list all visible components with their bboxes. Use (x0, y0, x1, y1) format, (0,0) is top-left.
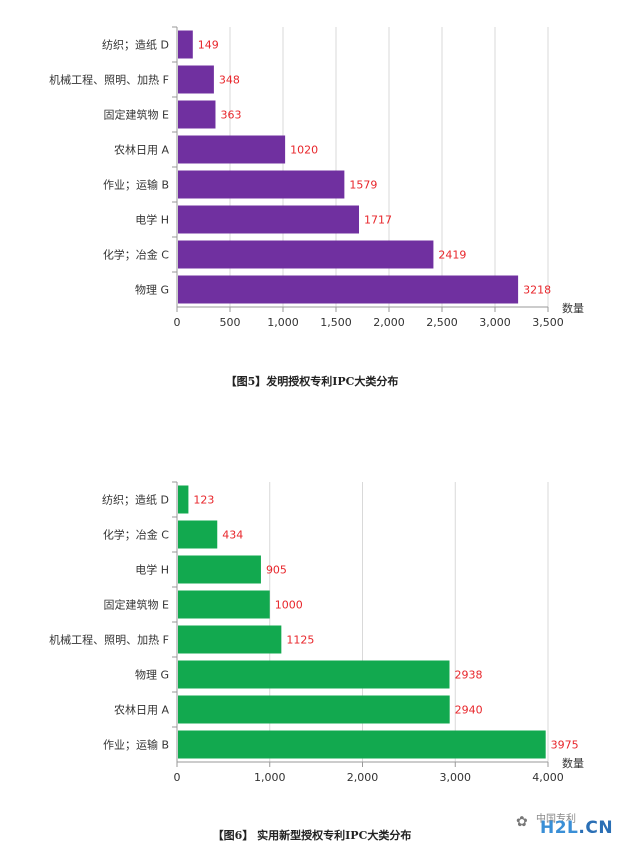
data-label: 3218 (523, 284, 551, 297)
x-axis-title: 数量 (562, 302, 584, 315)
data-label: 2940 (455, 704, 483, 717)
bar (178, 240, 434, 269)
category-label: 电学 H (135, 213, 169, 227)
invention-patent-ipc-chart: 0 500 1,000 1,500 2,000 2,500 3,000 3,500 纺织；造纸 … (49, 26, 584, 329)
data-label: 2938 (454, 669, 482, 682)
bar (178, 65, 214, 94)
chart2-caption: 【图6】 实用新型授权专利IPC大类分布 (212, 829, 412, 842)
data-label: 1000 (275, 599, 303, 612)
data-label: 363 (220, 109, 241, 122)
bar (178, 660, 450, 689)
category-label: 农林日用 A (114, 143, 169, 157)
chart1-caption: 【图5】发明授权专利IPC大类分布 (225, 375, 399, 388)
category-label: 化学；冶金 C (103, 248, 169, 262)
category-label: 固定建筑物 E (104, 598, 169, 612)
x-tick-label: 1,000 (267, 316, 299, 329)
bar (178, 625, 282, 654)
watermark: ✿ 中国专利 H2L.CN (512, 810, 624, 840)
data-label: 123 (193, 494, 214, 507)
category-label: 农林日用 A (114, 703, 169, 717)
bar (178, 695, 450, 724)
x-tick-label: 3,000 (440, 771, 472, 784)
bar (178, 205, 360, 234)
category-label: 固定建筑物 E (104, 108, 169, 122)
data-label: 1717 (364, 214, 392, 227)
category-label: 电学 H (135, 563, 169, 577)
data-label: 1125 (286, 634, 314, 647)
x-tick-label: 4,000 (532, 771, 564, 784)
x-tick-label: 2,000 (347, 771, 379, 784)
x-tick-label: 1,500 (320, 316, 352, 329)
category-label: 物理 G (135, 283, 169, 297)
x-tick-label: 500 (220, 316, 241, 329)
bar (178, 485, 189, 514)
data-label: 434 (222, 529, 243, 542)
watermark-text: 中国专利 (536, 814, 576, 825)
bar (178, 555, 261, 584)
x-tick-label: 2,500 (426, 316, 458, 329)
category-label: 物理 G (135, 668, 169, 682)
category-label: 机械工程、照明、加热 F (49, 633, 169, 647)
x-tick-label: 3,000 (479, 316, 511, 329)
bar (178, 730, 546, 759)
bar (178, 275, 519, 304)
data-label: 2419 (438, 249, 466, 262)
bar (178, 100, 216, 129)
bar (178, 170, 345, 199)
category-label: 化学；冶金 C (103, 528, 169, 542)
category-label: 机械工程、照明、加热 F (49, 73, 169, 87)
bar (178, 520, 218, 549)
bar (178, 135, 286, 164)
data-label: 3975 (551, 739, 579, 752)
category-label: 纺织；造纸 D (102, 493, 169, 507)
data-label: 905 (266, 564, 287, 577)
data-label: 348 (219, 74, 240, 87)
x-tick-label: 3,500 (532, 316, 564, 329)
logo-suffix: .CN (578, 818, 614, 838)
logo-main: H2L (540, 818, 579, 838)
category-label: 纺织；造纸 D (102, 38, 169, 52)
utility-model-ipc-chart: 0 1,000 2,000 3,000 4,000 纺织；造纸 D 123 化学；冶金 C 43… (49, 481, 584, 784)
x-tick-label: 0 (174, 316, 181, 329)
x-tick-label: 2,000 (373, 316, 405, 329)
h2l-logo: H2L.CN (540, 818, 613, 838)
wechat-icon: ✿ (516, 814, 528, 830)
data-label: 1020 (290, 144, 318, 157)
data-label: 149 (198, 39, 219, 52)
bar (178, 30, 193, 59)
bar (178, 590, 270, 619)
x-axis-title: 数量 (562, 757, 584, 770)
x-tick-label: 0 (174, 771, 181, 784)
category-label: 作业；运输 B (103, 178, 169, 192)
data-label: 1579 (349, 179, 377, 192)
x-tick-label: 1,000 (254, 771, 286, 784)
category-label: 作业；运输 B (103, 738, 169, 752)
